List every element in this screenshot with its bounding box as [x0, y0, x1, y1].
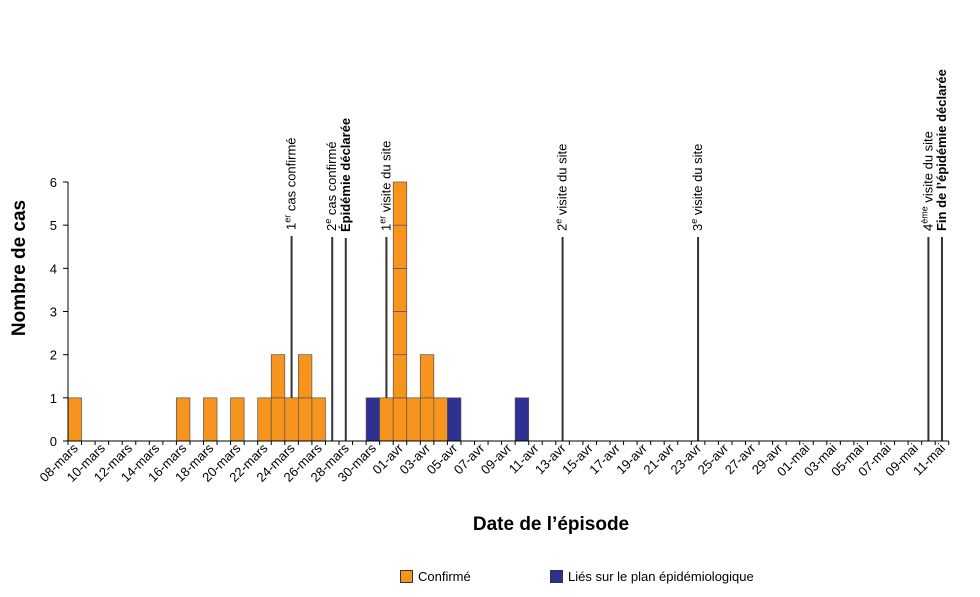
bar-linked: [514, 397, 530, 442]
bar-confirmed: [392, 224, 408, 269]
annotation-label: 3e visite du site: [689, 144, 705, 231]
bar-confirmed: [176, 397, 191, 442]
bar-confirmed: [311, 397, 326, 442]
bar-confirmed: [230, 397, 245, 442]
bar-confirmed: [392, 181, 408, 226]
annotation-label: 2e cas confirmé: [323, 141, 339, 231]
y-tick-label: 0: [50, 434, 57, 449]
bar-confirmed: [270, 354, 286, 399]
bar-confirmed: [203, 397, 218, 442]
y-tick-label: 2: [50, 348, 57, 363]
legend-swatch-confirmed: [400, 570, 413, 583]
bar-linked: [447, 397, 462, 442]
legend-label-confirmed: Confirmé: [418, 569, 471, 584]
bar-confirmed: [392, 267, 408, 312]
bar-confirmed: [406, 397, 421, 442]
annotation-label: 1er visite du site: [377, 141, 393, 231]
annotation-lines-layer: [290, 236, 943, 441]
bar-confirmed: [433, 397, 448, 442]
y-tick-label: 3: [50, 305, 57, 320]
legend-swatch-linked: [550, 570, 563, 583]
annotation-label: Fin de l’épidémie déclarée: [934, 69, 949, 231]
legend-item-linked: Liés sur le plan épidémiologique: [550, 569, 754, 584]
y-tick-label: 5: [50, 218, 57, 233]
annotation-text-layer: 1er cas confirmé 2e cas confirméÉpidémie …: [283, 69, 949, 232]
bars-layer: [67, 181, 530, 442]
bar-confirmed: [419, 354, 435, 399]
y-axis-title: Nombre de cas: [9, 200, 30, 336]
bar-confirmed: [298, 397, 313, 442]
bar-confirmed: [392, 354, 408, 399]
y-tick-label: 4: [50, 261, 57, 276]
bar-confirmed: [270, 397, 286, 442]
annotation-label: Épidémie déclarée: [338, 118, 353, 232]
x-axis-title: Date de l’épisode: [473, 514, 629, 535]
annotation-label: 1er cas confirmé: [283, 137, 299, 230]
legend-item-confirmed: Confirmé: [400, 569, 471, 584]
annotation-label: 2e visite du site: [554, 144, 570, 231]
bar-confirmed: [298, 354, 313, 399]
bar-confirmed: [257, 397, 272, 442]
bar-linked: [365, 397, 381, 442]
bar-confirmed: [392, 311, 408, 356]
y-ticks-layer: 0 1 2 3 4 5 6: [50, 175, 68, 449]
bar-confirmed: [419, 397, 435, 442]
y-tick-label: 1: [50, 391, 57, 406]
bar-confirmed: [284, 397, 299, 442]
legend-label-linked: Liés sur le plan épidémiologique: [568, 569, 754, 584]
annotation-label: 4ème visite du site: [919, 131, 935, 231]
bar-confirmed: [67, 397, 82, 442]
x-ticks-layer: 08-mars10-mars12-mars14-mars16-mars18-ma…: [37, 440, 950, 485]
legend: Confirmé Liés sur le plan épidémiologiqu…: [0, 569, 980, 589]
bar-confirmed: [392, 397, 408, 442]
bar-confirmed: [379, 397, 394, 442]
y-tick-label: 6: [50, 175, 57, 190]
x-tick-label: 09-avr: [478, 440, 515, 477]
